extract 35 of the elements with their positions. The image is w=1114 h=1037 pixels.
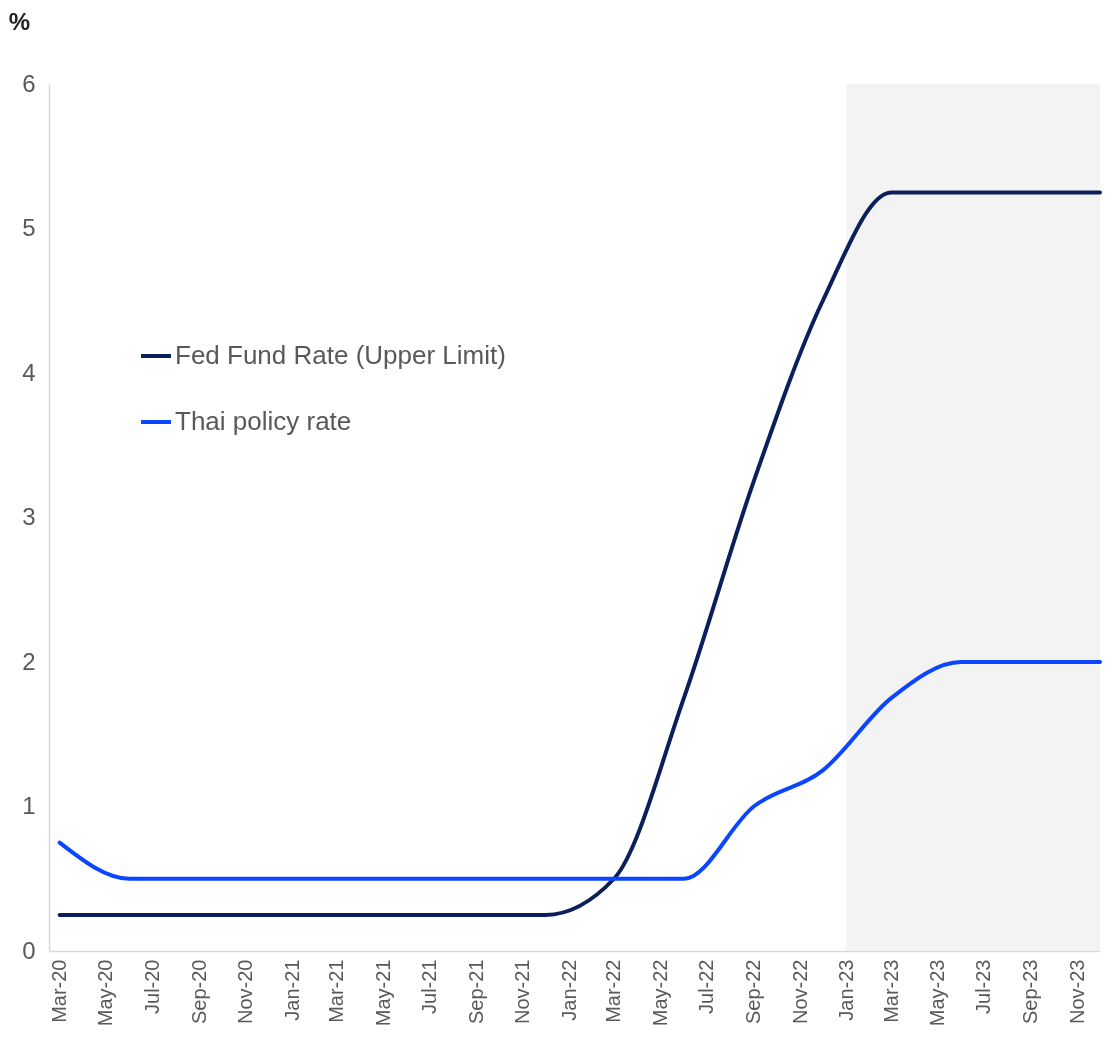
x-tick-label: Jul-23 [972, 959, 995, 1014]
x-tick-label: Nov-23 [1065, 959, 1088, 1024]
y-axis-title: % [8, 7, 31, 35]
x-tick-label: Jul-22 [695, 959, 718, 1014]
x-tick-label: Nov-21 [511, 959, 534, 1024]
legend-label: Thai policy rate [175, 406, 352, 436]
x-tick-label: Jan-23 [834, 959, 857, 1021]
line-series [57, 660, 1102, 881]
x-tick-label: Nov-22 [788, 959, 811, 1024]
line-series [57, 190, 1102, 917]
y-tick-label: 5 [22, 214, 36, 241]
x-tick-label: Jan-21 [280, 959, 303, 1021]
y-tick-label: 6 [22, 69, 36, 97]
x-tick-label: Sep-23 [1019, 959, 1042, 1024]
y-tick-label: 3 [22, 503, 36, 530]
x-tick-label: Sep-20 [187, 959, 210, 1024]
x-tick-label: May-22 [648, 959, 671, 1027]
y-tick-label: 4 [22, 358, 36, 386]
x-tick-label: Nov-20 [234, 959, 257, 1024]
legend-label: Fed Fund Rate (Upper Limit) [175, 340, 506, 370]
x-tick-label: Mar-22 [602, 959, 625, 1023]
x-tick-label: Mar-23 [879, 959, 902, 1023]
x-tick-label: Sep-22 [742, 959, 765, 1024]
y-tick-label: 2 [22, 647, 36, 675]
x-tick-label: May-23 [925, 959, 948, 1027]
x-tick-label: Jul-20 [140, 959, 163, 1014]
x-tick-label: Mar-21 [325, 959, 348, 1023]
x-tick-label: Jan-22 [557, 959, 580, 1021]
y-tick-label: 0 [22, 936, 36, 964]
x-tick-label: Sep-21 [465, 959, 488, 1024]
x-tick-label: Mar-20 [48, 959, 71, 1023]
x-tick-label: Jul-21 [417, 959, 440, 1014]
y-tick-label: 1 [22, 792, 36, 819]
x-tick-label: May-20 [94, 959, 117, 1027]
x-tick-label: May-21 [371, 959, 394, 1027]
